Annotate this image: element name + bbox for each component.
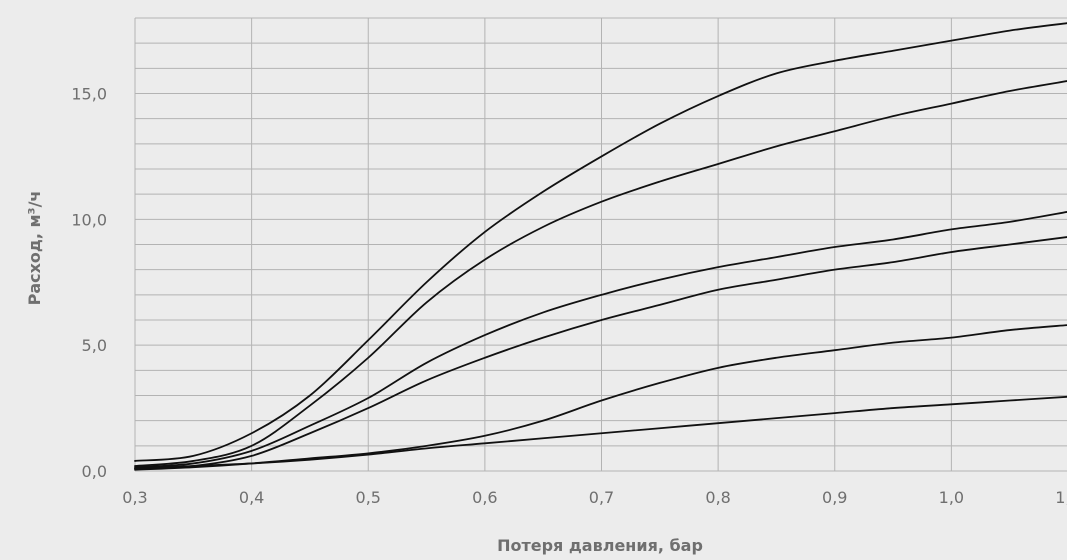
series-group [134,22,1067,471]
y-tick-label: 10,0 [71,210,107,229]
series-line-2 [134,80,1067,467]
series-line-4 [134,236,1067,470]
y-tick-label: 0,0 [82,462,107,481]
y-tick-label: 5,0 [82,336,107,355]
y-axis-title: Расход, м³/ч [25,191,44,306]
x-tick-label: 0,5 [356,488,381,507]
x-tick-label: 0,8 [705,488,730,507]
x-tick-label: 1,1 [1055,488,1067,507]
series-line-1 [134,22,1067,462]
x-tick-label: 0,4 [239,488,264,507]
grid [134,17,1067,472]
x-tick-label: 0,7 [589,488,614,507]
x-tick-label: 0,6 [472,488,497,507]
x-tick-label: 1,0 [939,488,964,507]
y-tick-label: 15,0 [71,85,107,104]
series-line-5 [134,324,1067,471]
y-axis-ticks: 0,0 5,0 10,0 15,0 [71,85,107,482]
x-tick-label: 0,3 [122,488,147,507]
x-axis-ticks: 0,3 0,4 0,5 0,6 0,7 0,8 0,9 1,0 1,1 [122,488,1067,507]
x-axis-title: Потеря давления, бар [497,536,703,555]
x-tick-label: 0,9 [822,488,847,507]
series-line-3 [134,211,1067,469]
series-line-6 [134,395,1067,470]
